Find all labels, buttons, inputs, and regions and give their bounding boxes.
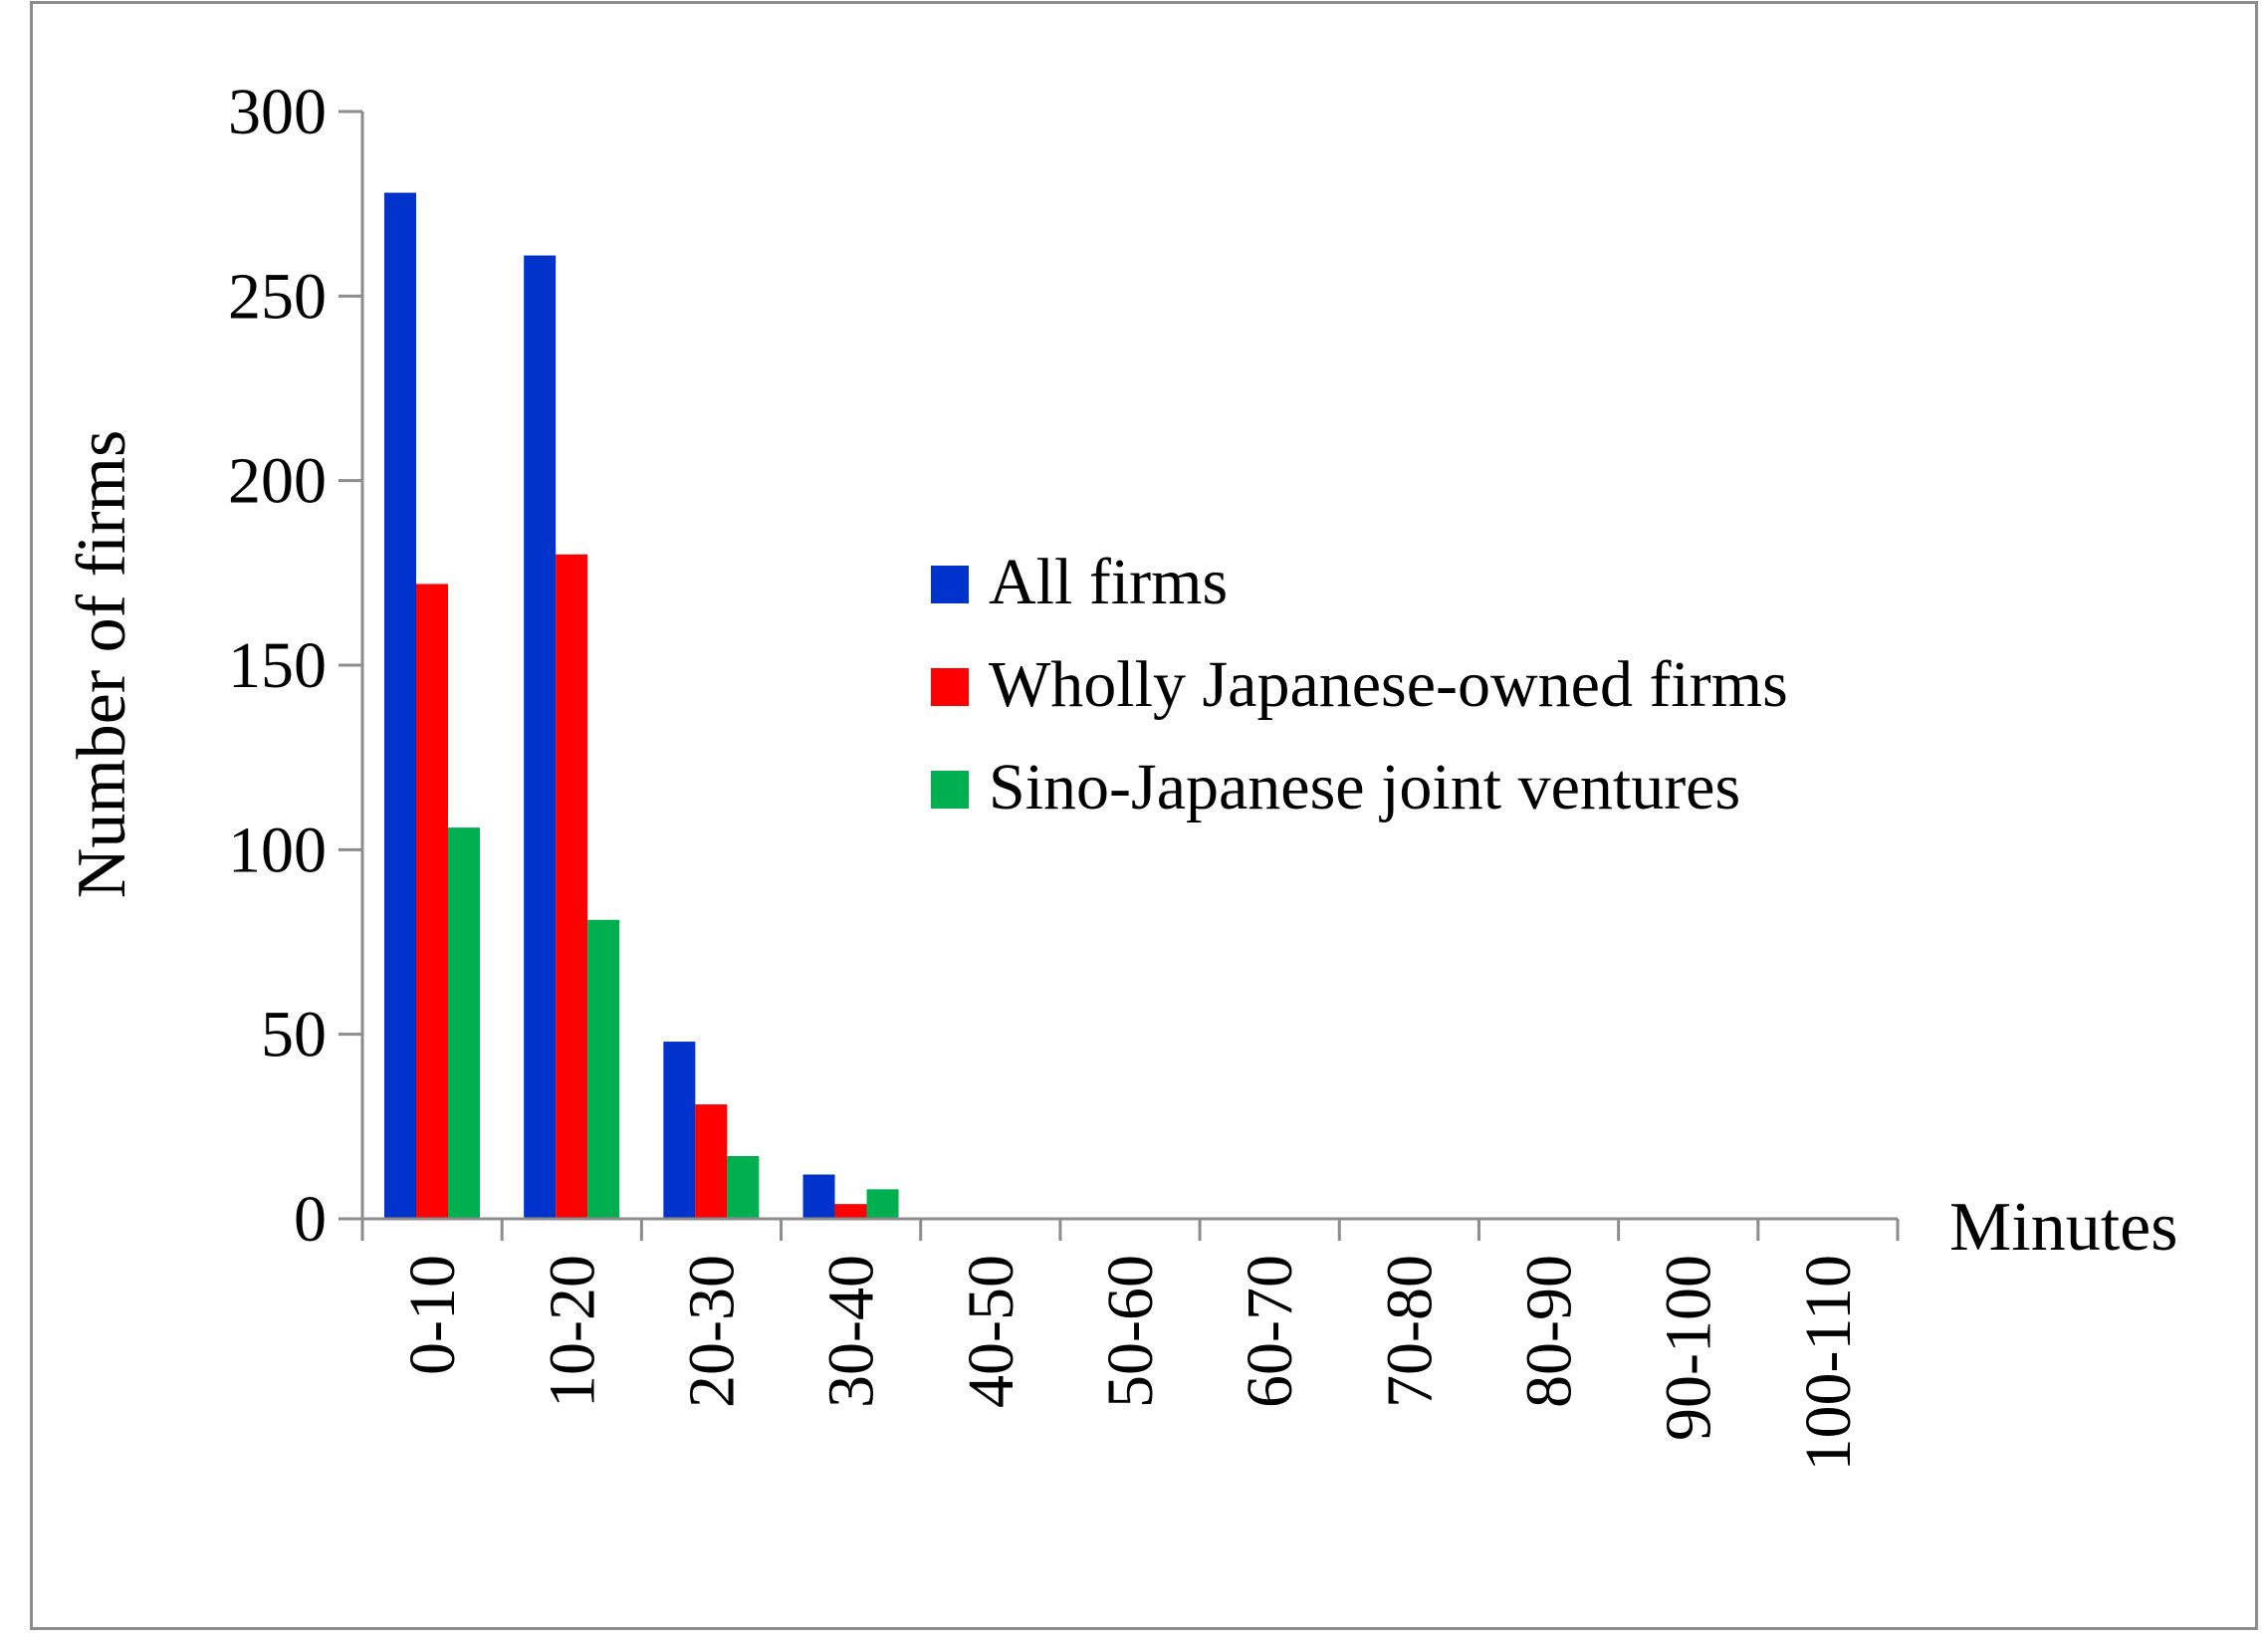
x-tick-label: 10-20 xyxy=(536,1255,608,1408)
x-axis-title: Minutes xyxy=(1949,1189,2177,1266)
bar-wholly-japanese-owned-firms-20-30 xyxy=(695,1104,728,1219)
y-ticks: 0 50 100 150 200 250 300 xyxy=(228,76,362,1256)
y-tick-label: 250 xyxy=(228,260,327,333)
legend-label: Sino-Japanese joint ventures xyxy=(989,751,1740,823)
legend: All firms Wholly Japanese-owned firms Sino… xyxy=(931,546,1788,823)
legend-label: Wholly Japanese-owned firms xyxy=(989,648,1788,721)
legend-swatch xyxy=(931,566,969,603)
x-tick-label: 40-50 xyxy=(955,1255,1027,1408)
x-tick-label: 70-80 xyxy=(1373,1255,1446,1408)
x-tick-label: 0-10 xyxy=(396,1255,469,1375)
legend-label: All firms xyxy=(989,546,1228,618)
bar-wholly-japanese-owned-firms-30-40 xyxy=(834,1204,867,1219)
bar-sino-japanese-joint-ventures-10-20 xyxy=(587,919,620,1219)
legend-swatch xyxy=(931,771,969,809)
x-tick-label: 100-110 xyxy=(1792,1255,1865,1472)
x-tick-label: 50-60 xyxy=(1094,1255,1167,1408)
bar-all-firms-20-30 xyxy=(663,1042,696,1219)
x-tick-label: 80-90 xyxy=(1513,1255,1586,1408)
x-tick-label: 30-40 xyxy=(815,1255,888,1408)
y-tick-label: 150 xyxy=(228,629,327,702)
legend-swatch xyxy=(931,668,969,706)
bar-sino-japanese-joint-ventures-30-40 xyxy=(866,1189,899,1219)
bar-wholly-japanese-owned-firms-10-20 xyxy=(556,554,588,1219)
bar-sino-japanese-joint-ventures-20-30 xyxy=(727,1155,760,1219)
bar-wholly-japanese-owned-firms-0-10 xyxy=(416,584,448,1219)
chart-frame xyxy=(30,1,2258,1630)
y-axis-title: Number of firms xyxy=(64,430,140,898)
x-tick-label: 90-100 xyxy=(1653,1255,1725,1441)
bar-all-firms-0-10 xyxy=(384,192,416,1220)
x-tick-label: 20-30 xyxy=(675,1255,748,1408)
y-tick-label: 200 xyxy=(228,445,327,518)
bar-all-firms-30-40 xyxy=(802,1174,835,1219)
bar-all-firms-10-20 xyxy=(524,255,557,1219)
y-tick-label: 300 xyxy=(228,76,327,148)
bars-layer xyxy=(384,192,899,1220)
bar-sino-japanese-joint-ventures-0-10 xyxy=(448,827,480,1219)
y-tick-label: 50 xyxy=(261,999,327,1071)
x-ticks: 0-10 10-20 20-30 30-40 40-50 50-60 60-70 70-80 8… xyxy=(360,1219,1900,1472)
x-tick-label: 60-70 xyxy=(1234,1255,1306,1408)
y-tick-label: 0 xyxy=(294,1183,327,1256)
y-tick-label: 100 xyxy=(228,814,327,886)
